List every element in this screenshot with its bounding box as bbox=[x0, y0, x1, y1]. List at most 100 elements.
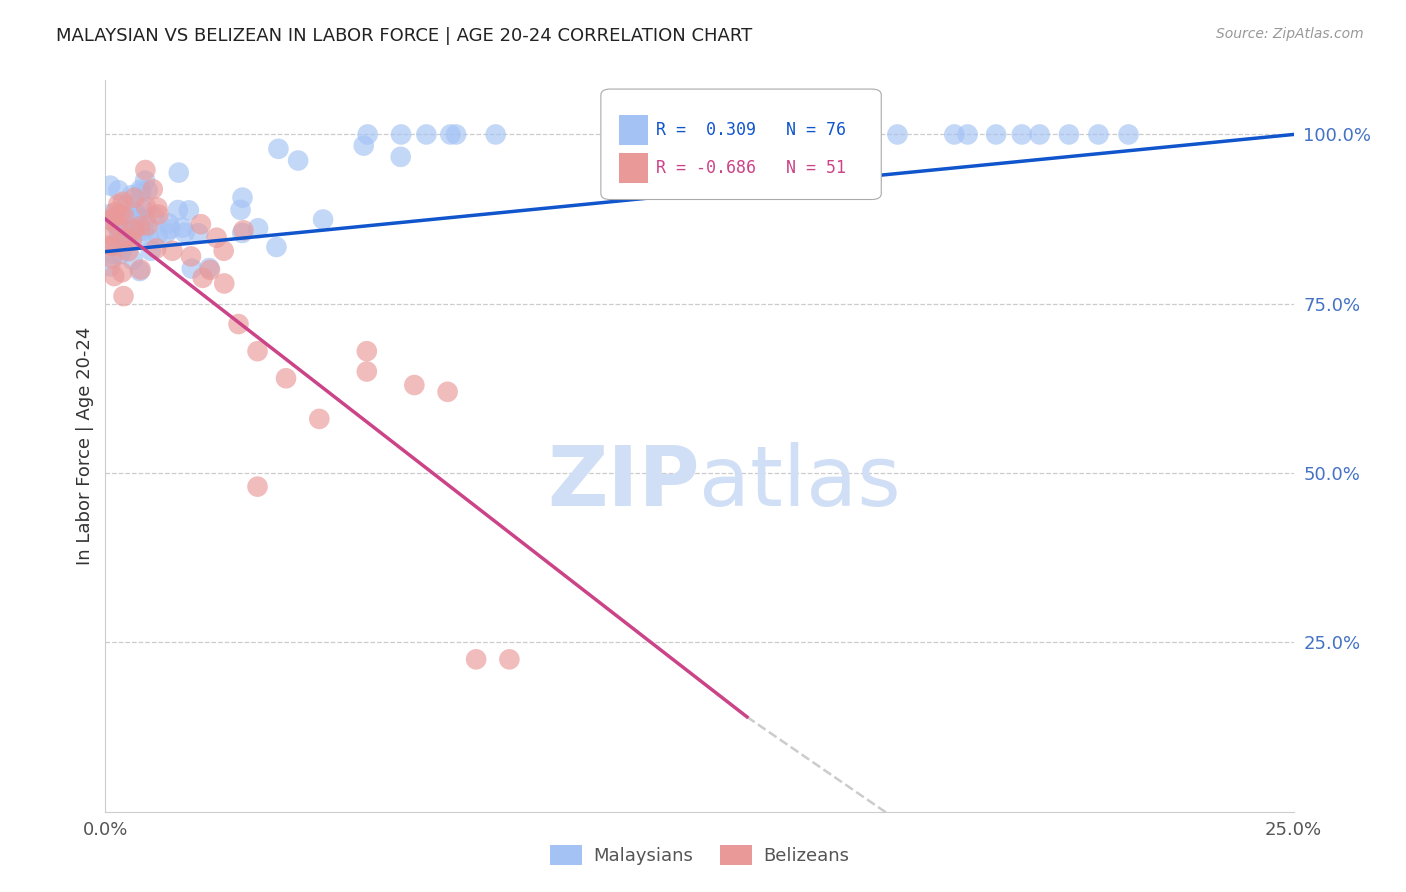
Point bbox=[353, 138, 375, 153]
Point bbox=[134, 173, 156, 187]
Point bbox=[655, 128, 678, 142]
FancyBboxPatch shape bbox=[600, 89, 882, 200]
Point bbox=[167, 202, 190, 217]
Point bbox=[246, 480, 269, 494]
Point bbox=[103, 211, 125, 225]
Point bbox=[131, 185, 153, 199]
Point bbox=[131, 202, 153, 216]
Point bbox=[107, 197, 129, 211]
Point bbox=[146, 227, 169, 242]
Point bbox=[1028, 128, 1050, 142]
Point bbox=[157, 216, 180, 230]
Point bbox=[274, 371, 297, 385]
Point bbox=[128, 219, 150, 234]
Point bbox=[232, 223, 254, 237]
Point bbox=[180, 261, 202, 276]
Point bbox=[287, 153, 309, 168]
Point bbox=[125, 206, 148, 220]
Point bbox=[356, 344, 378, 359]
Point bbox=[132, 224, 155, 238]
Point bbox=[107, 183, 129, 197]
Point bbox=[308, 412, 330, 426]
Point bbox=[717, 128, 740, 142]
Point bbox=[415, 128, 437, 142]
Point bbox=[404, 378, 426, 392]
Point bbox=[231, 191, 253, 205]
Point bbox=[121, 233, 143, 247]
Point bbox=[136, 183, 159, 197]
Point bbox=[114, 221, 136, 235]
Point bbox=[198, 263, 221, 277]
Point bbox=[129, 262, 152, 277]
Point bbox=[956, 128, 979, 142]
Point bbox=[128, 264, 150, 278]
Point bbox=[214, 277, 236, 291]
Point bbox=[984, 128, 1007, 142]
Point bbox=[129, 183, 152, 197]
Point bbox=[356, 128, 378, 142]
Point bbox=[98, 213, 121, 227]
Y-axis label: In Labor Force | Age 20-24: In Labor Force | Age 20-24 bbox=[76, 326, 94, 566]
Point bbox=[101, 252, 124, 266]
Point bbox=[832, 128, 855, 142]
Point bbox=[465, 652, 488, 666]
Point bbox=[139, 244, 162, 258]
Point bbox=[122, 223, 145, 237]
Point bbox=[148, 207, 170, 221]
Point bbox=[247, 221, 270, 235]
Point bbox=[135, 200, 157, 214]
Point bbox=[98, 213, 121, 227]
Point bbox=[205, 230, 228, 244]
Point bbox=[145, 242, 167, 256]
Point bbox=[636, 128, 658, 142]
Point bbox=[444, 128, 467, 142]
Text: R = -0.686   N = 51: R = -0.686 N = 51 bbox=[655, 159, 845, 177]
Point bbox=[266, 240, 288, 254]
Point bbox=[127, 210, 149, 224]
Point bbox=[110, 247, 132, 261]
Point bbox=[146, 201, 169, 215]
Point bbox=[1087, 128, 1109, 142]
Point bbox=[136, 219, 159, 233]
Point bbox=[121, 252, 143, 267]
Point bbox=[155, 226, 177, 240]
Point bbox=[121, 211, 143, 225]
Point bbox=[943, 128, 966, 142]
Point bbox=[180, 249, 202, 263]
Point bbox=[187, 226, 209, 240]
Point bbox=[231, 226, 253, 240]
Point bbox=[725, 128, 748, 142]
Point bbox=[120, 233, 142, 247]
Point bbox=[312, 212, 335, 227]
Point bbox=[198, 260, 221, 275]
Point bbox=[128, 223, 150, 237]
Point bbox=[191, 270, 214, 285]
Point bbox=[356, 364, 378, 378]
Point bbox=[177, 203, 200, 218]
Point bbox=[485, 128, 508, 142]
Point bbox=[246, 344, 269, 359]
Point bbox=[104, 205, 127, 219]
Text: MALAYSIAN VS BELIZEAN IN LABOR FORCE | AGE 20-24 CORRELATION CHART: MALAYSIAN VS BELIZEAN IN LABOR FORCE | A… bbox=[56, 27, 752, 45]
Point bbox=[98, 207, 121, 221]
Text: R =  0.309   N = 76: R = 0.309 N = 76 bbox=[655, 121, 845, 139]
Point bbox=[100, 228, 122, 243]
Point bbox=[142, 182, 165, 196]
Point bbox=[115, 197, 138, 211]
Point bbox=[389, 128, 412, 142]
Point bbox=[267, 142, 290, 156]
Point bbox=[159, 222, 181, 236]
Point bbox=[134, 213, 156, 227]
Point bbox=[439, 128, 461, 142]
Point bbox=[105, 219, 128, 234]
Point bbox=[134, 163, 156, 178]
Point bbox=[1057, 128, 1080, 142]
Point bbox=[142, 209, 165, 223]
Point bbox=[786, 128, 808, 142]
Point bbox=[108, 207, 131, 221]
Point bbox=[1118, 128, 1140, 142]
Point bbox=[162, 244, 184, 258]
Bar bbox=[619, 115, 648, 145]
Point bbox=[167, 166, 190, 180]
Point bbox=[98, 238, 121, 252]
